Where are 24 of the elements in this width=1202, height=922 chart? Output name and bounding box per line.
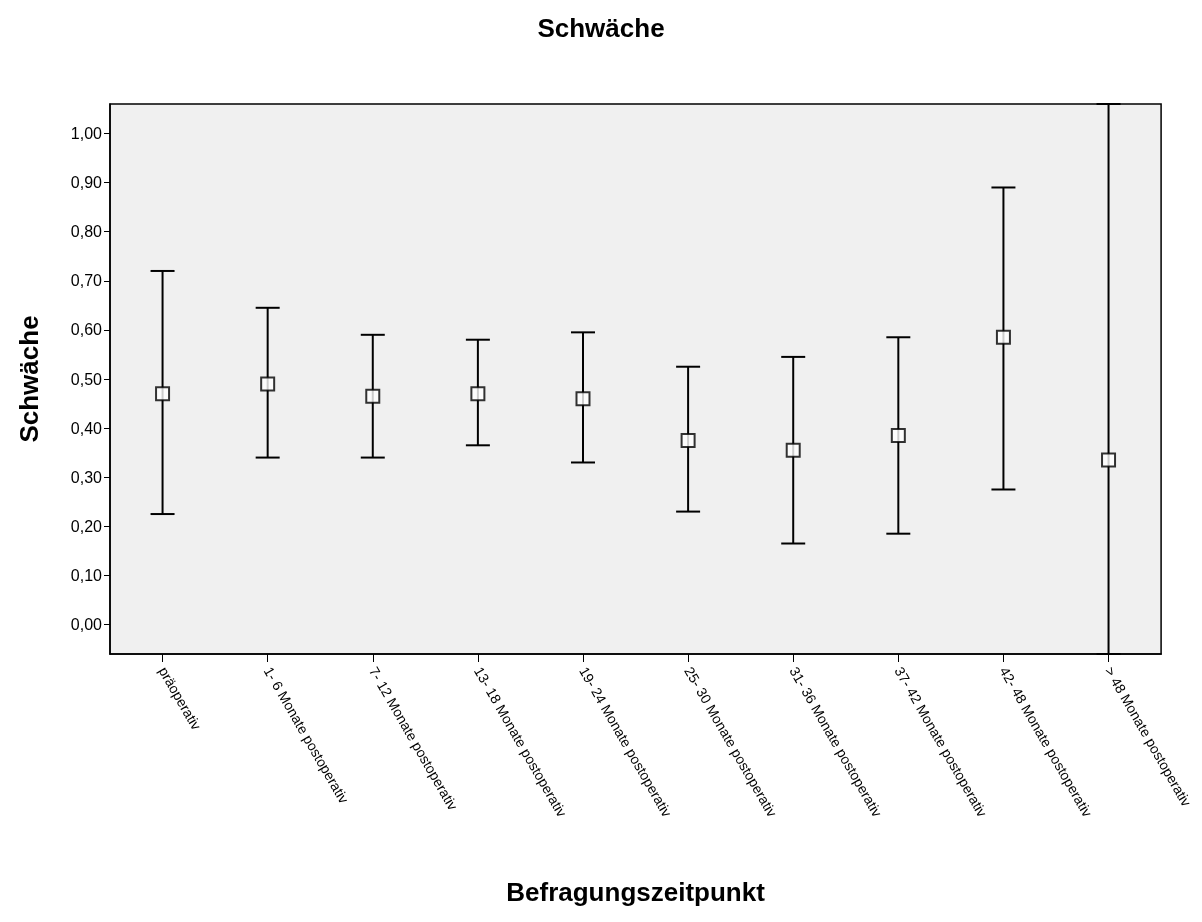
y-tick-label: 1,00	[70, 124, 103, 142]
y-tick-label: 0,40	[70, 419, 103, 437]
y-tick-label: 0,30	[70, 468, 103, 486]
y-tick-label: 0,20	[70, 517, 103, 535]
x-axis-title: Befragungszeitpunkt	[506, 877, 766, 907]
y-tick-label: 0,50	[70, 370, 103, 388]
point	[995, 329, 1011, 345]
point	[365, 388, 381, 404]
chart-title: Schwäche	[537, 13, 665, 43]
point	[680, 432, 696, 448]
point	[785, 442, 801, 458]
point	[260, 376, 276, 392]
y-tick-label: 0,70	[70, 272, 103, 290]
y-tick-label: 0,60	[70, 321, 103, 339]
y-tick-label: 0,00	[70, 616, 103, 634]
y-tick-label: 0,10	[70, 566, 103, 584]
point	[155, 386, 171, 402]
y-axis-title: Schwäche	[14, 315, 44, 443]
point	[890, 427, 906, 443]
y-tick-label: 0,80	[70, 223, 103, 241]
point	[575, 391, 591, 407]
point	[470, 386, 486, 402]
y-tick-label: 0,90	[70, 174, 103, 192]
point	[1101, 452, 1117, 468]
